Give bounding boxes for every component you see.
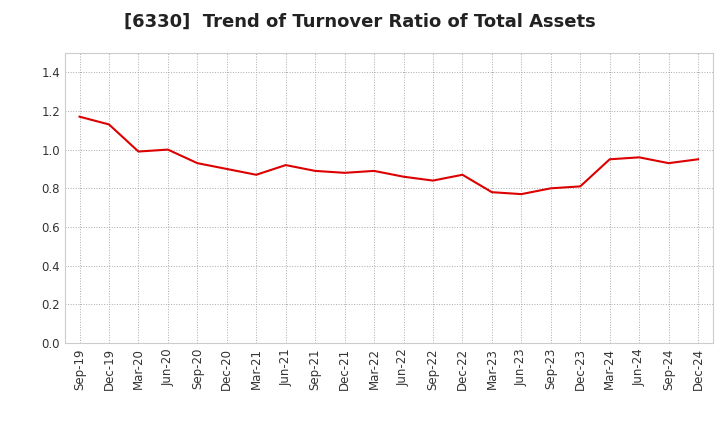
- Text: [6330]  Trend of Turnover Ratio of Total Assets: [6330] Trend of Turnover Ratio of Total …: [124, 13, 596, 31]
